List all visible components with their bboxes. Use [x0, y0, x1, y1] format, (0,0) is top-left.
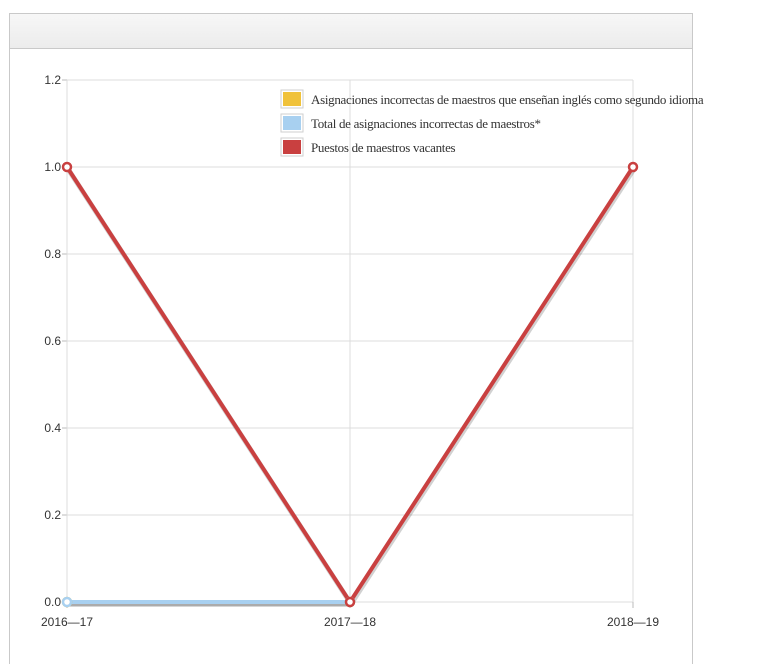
- legend-label: Puestos de maestros vacantes: [311, 140, 456, 155]
- x-axis-ticks: 2016—17 2017—18 2018—19: [41, 615, 659, 629]
- series-points: [61, 161, 639, 608]
- y-axis-ticks: 0.0 0.2 0.4 0.6 0.8 1.0 1.2: [44, 73, 61, 609]
- y-tick-label: 0.8: [44, 247, 61, 261]
- legend-swatch: [283, 116, 301, 130]
- y-tick-label: 1.0: [44, 160, 61, 174]
- y-tick-label: 0.2: [44, 508, 61, 522]
- legend-swatch: [283, 92, 301, 106]
- data-point[interactable]: [344, 596, 356, 608]
- data-point[interactable]: [61, 596, 73, 608]
- data-point[interactable]: [627, 161, 639, 173]
- grid-lines: [62, 79, 634, 608]
- y-tick-label: 0.4: [44, 421, 61, 435]
- y-tick-label: 0.6: [44, 334, 61, 348]
- legend-label: Total de asignaciones incorrectas de mae…: [311, 116, 541, 131]
- x-tick-label: 2016—17: [41, 615, 93, 629]
- y-tick-label: 1.2: [44, 73, 61, 87]
- legend: Asignaciones incorrectas de maestros que…: [280, 89, 704, 157]
- data-point[interactable]: [61, 161, 73, 173]
- chart-panel: [9, 13, 693, 664]
- y-tick-label: 0.0: [44, 595, 61, 609]
- x-tick-label: 2018—19: [607, 615, 659, 629]
- panel-header: [10, 14, 692, 49]
- legend-label: Asignaciones incorrectas de maestros que…: [311, 92, 704, 107]
- series-line-shadow: [65, 167, 637, 607]
- x-tick-label: 2017—18: [324, 615, 376, 629]
- legend-swatch: [283, 140, 301, 154]
